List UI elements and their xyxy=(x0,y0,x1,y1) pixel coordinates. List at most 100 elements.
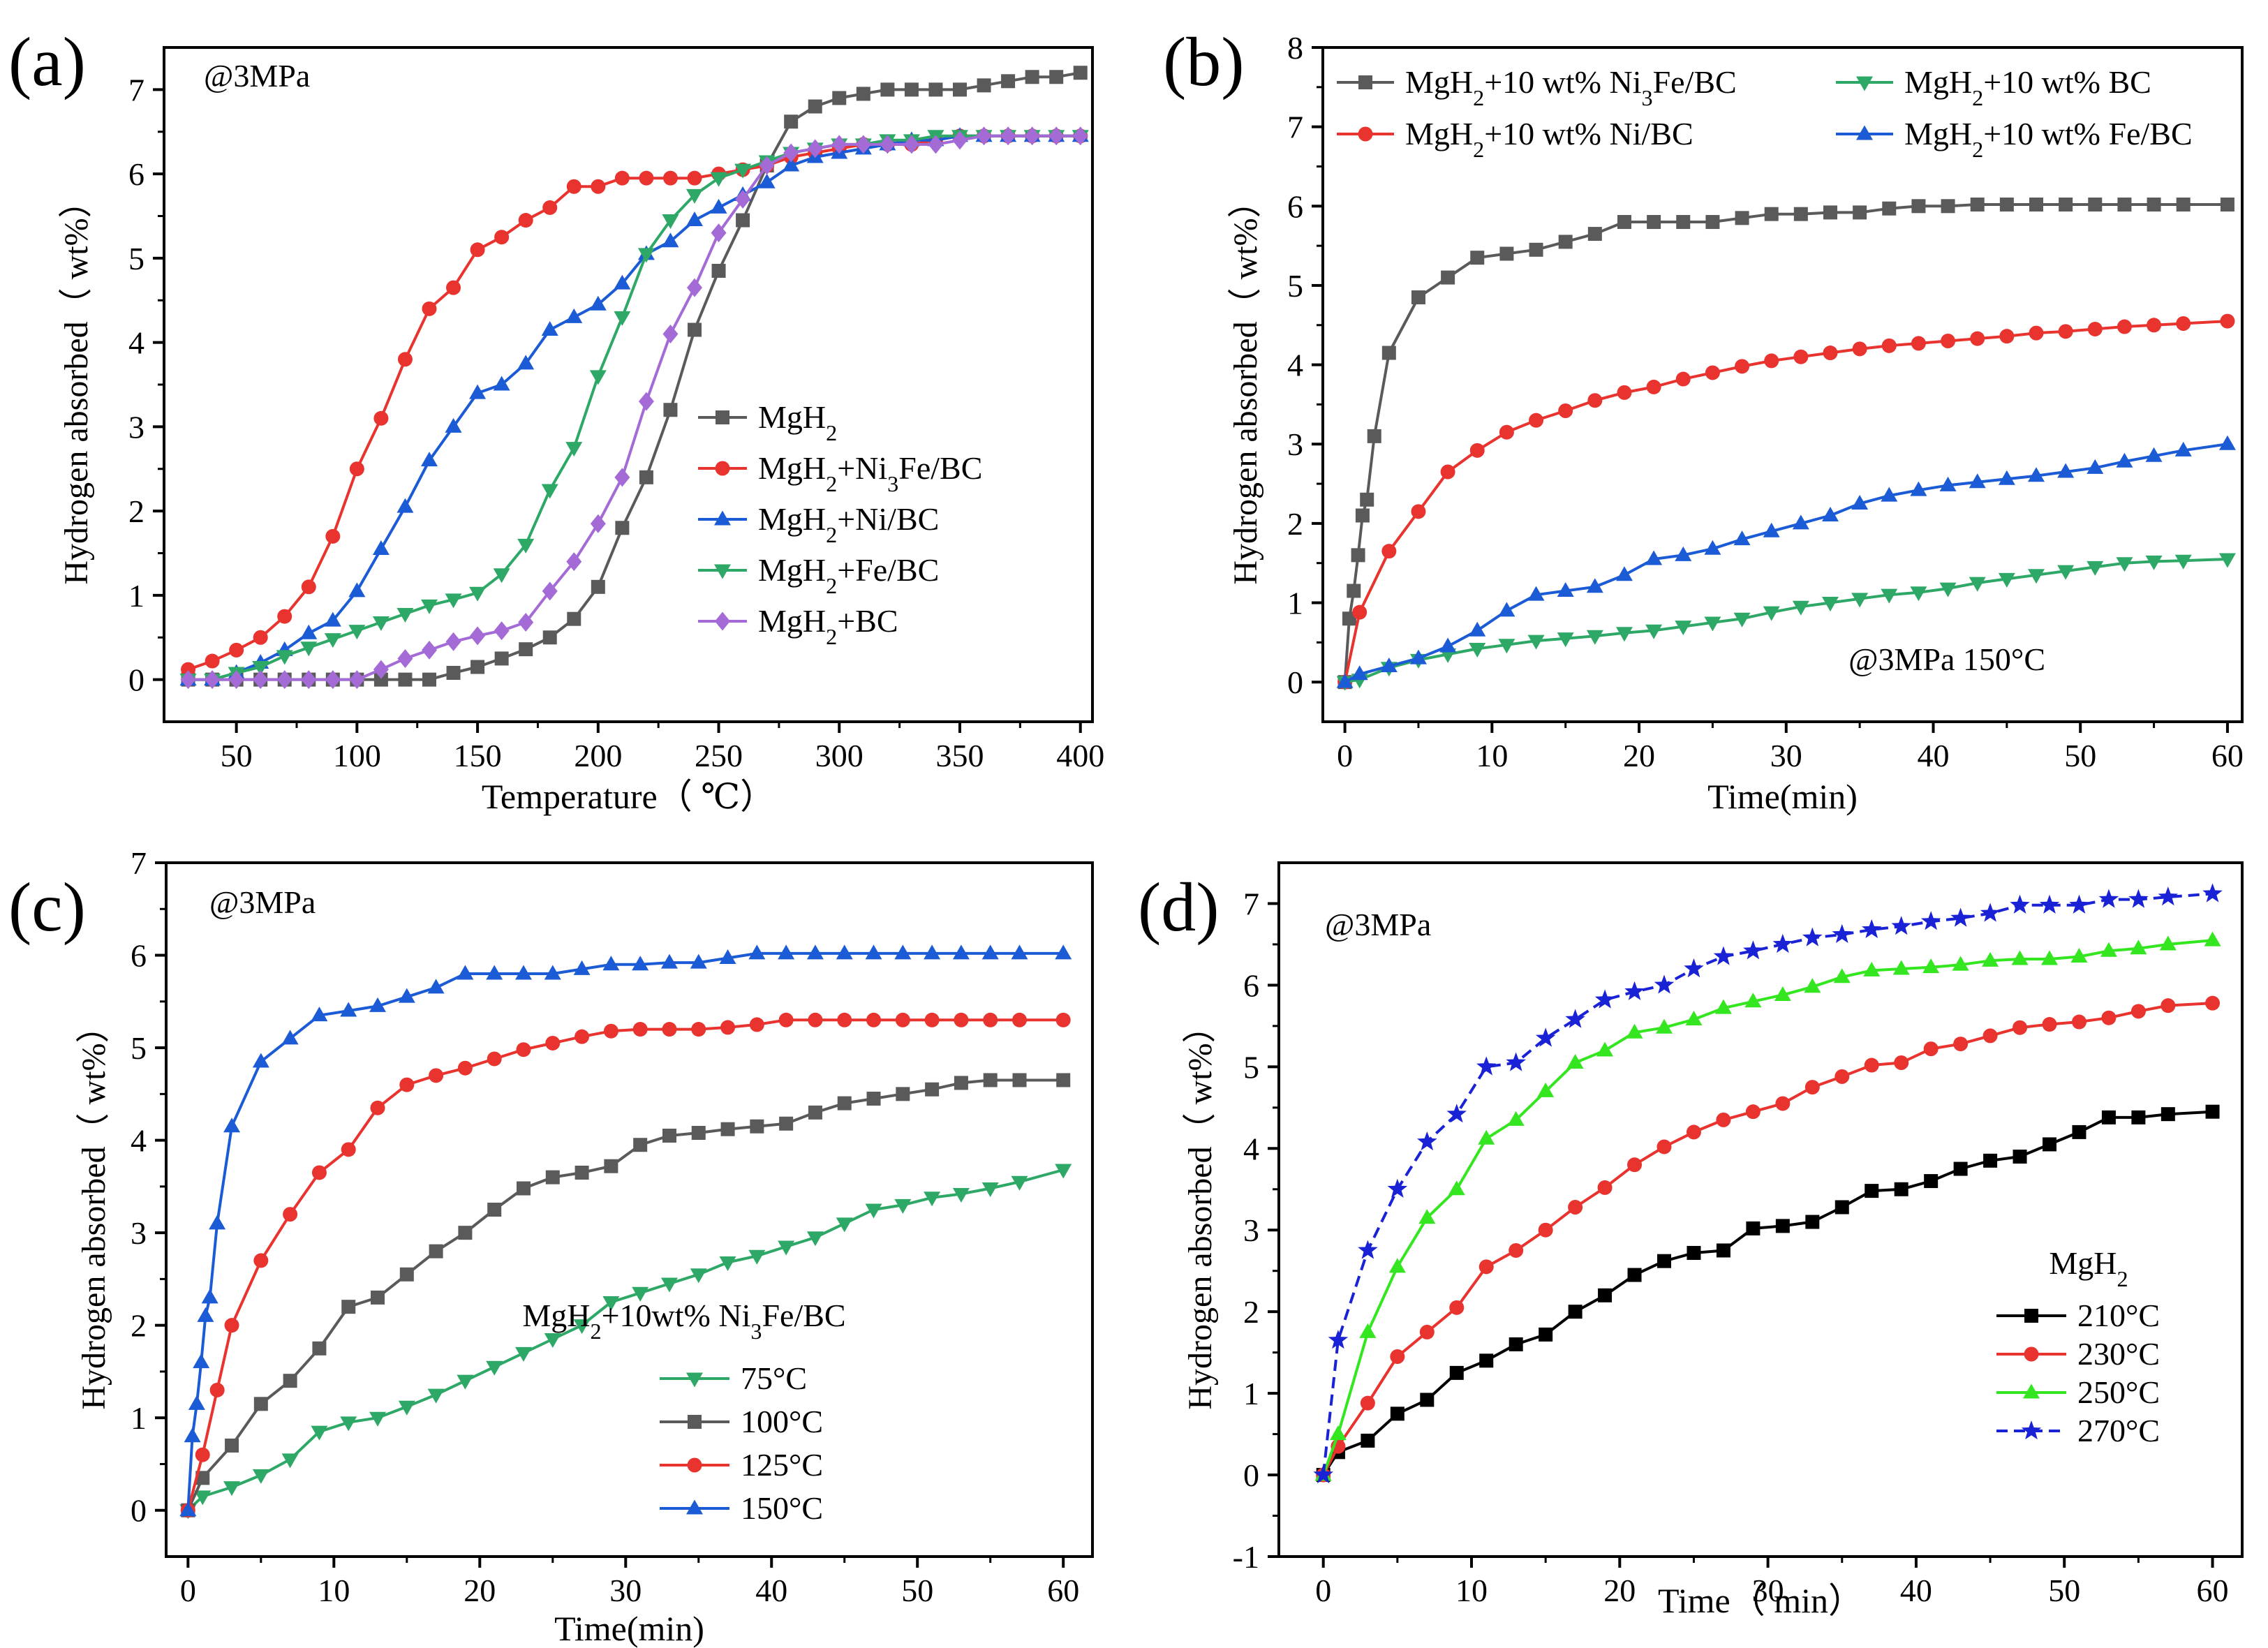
data-point xyxy=(398,1400,415,1416)
data-point xyxy=(894,1198,912,1214)
data-point xyxy=(2087,561,2104,576)
x-tick-label: 20 xyxy=(1603,1573,1636,1608)
data-point xyxy=(2220,198,2234,212)
data-point xyxy=(589,370,607,385)
data-point xyxy=(981,1182,999,1198)
data-point xyxy=(632,1022,648,1037)
data-point xyxy=(1469,621,1486,637)
data-point xyxy=(1409,649,1427,665)
data-point xyxy=(1713,946,1734,965)
data-point xyxy=(2174,554,2192,570)
legend-label: 210°C xyxy=(2077,1298,2160,1333)
data-point xyxy=(1891,916,1911,935)
data-point xyxy=(808,1012,823,1027)
data-point xyxy=(2205,1104,2220,1119)
condition-annotation: @3MPa 150°C xyxy=(1848,641,2045,677)
x-axis-label: Time（ min） xyxy=(1658,1581,1863,1620)
data-point xyxy=(1055,1164,1072,1179)
data-point xyxy=(193,1353,210,1369)
data-point xyxy=(662,170,678,186)
data-point xyxy=(1012,1012,1028,1027)
data-point xyxy=(1645,550,1663,565)
data-point xyxy=(1970,331,1985,346)
legend-title: MgH2 xyxy=(2049,1245,2128,1291)
data-point xyxy=(2145,555,2163,570)
legend-marker xyxy=(716,410,729,424)
data-point xyxy=(542,581,558,601)
data-point xyxy=(1347,584,1361,598)
data-point xyxy=(1420,1393,1435,1407)
series-100°C xyxy=(181,1073,1071,1517)
data-point xyxy=(1328,1330,1349,1349)
data-point xyxy=(1359,1323,1377,1338)
x-tick-label: 10 xyxy=(1455,1573,1488,1608)
series-MgH₂+Ni₃Fe/BC xyxy=(181,128,1088,677)
y-tick-label: 4 xyxy=(1243,1131,1259,1166)
data-point xyxy=(228,670,244,690)
data-point xyxy=(371,1290,385,1305)
data-point xyxy=(281,1030,299,1045)
x-tick-label: 400 xyxy=(1056,738,1104,773)
data-point xyxy=(1953,1161,1968,1176)
data-point xyxy=(1390,1349,1405,1364)
data-point xyxy=(1793,349,1809,364)
data-point xyxy=(421,599,438,614)
y-tick-label: 7 xyxy=(128,72,144,107)
data-point xyxy=(1835,1069,1850,1084)
data-point xyxy=(369,997,387,1012)
data-point xyxy=(325,528,341,544)
data-point xyxy=(734,163,752,179)
series-MgH₂+Fe/BC xyxy=(179,130,1089,689)
data-point xyxy=(759,156,775,175)
data-point xyxy=(399,1077,415,1092)
x-tick-label: 0 xyxy=(180,1573,196,1608)
data-point xyxy=(1351,548,1365,563)
data-point xyxy=(1355,508,1370,523)
data-point xyxy=(252,661,269,676)
data-point xyxy=(1509,1337,1523,1351)
data-point xyxy=(1360,492,1374,507)
data-point xyxy=(1499,424,1514,440)
data-point xyxy=(748,944,766,960)
y-tick-label: 3 xyxy=(1243,1212,1259,1248)
data-point xyxy=(1999,198,2014,212)
data-point xyxy=(925,1082,940,1097)
data-point xyxy=(2218,435,2236,450)
y-tick-label: 2 xyxy=(1243,1294,1259,1330)
data-point xyxy=(516,1042,531,1057)
data-point xyxy=(487,1203,502,1217)
data-point xyxy=(180,670,196,690)
data-point xyxy=(2042,1017,2057,1032)
data-point xyxy=(1419,1324,1435,1339)
legend-item: 270°C xyxy=(1996,1413,2160,1448)
plot-frame xyxy=(1277,861,2244,1558)
y-tick-label: 4 xyxy=(128,325,144,361)
y-tick-label: 4 xyxy=(1287,348,1303,383)
legend-label: MgH2+10 wt% Ni/BC xyxy=(1405,116,1693,162)
data-point xyxy=(445,593,462,609)
series-210°C xyxy=(1316,1104,2220,1483)
data-point xyxy=(1763,522,1780,537)
y-tick-label: 5 xyxy=(1243,1049,1259,1085)
legend-label: 270°C xyxy=(2077,1413,2160,1448)
data-point xyxy=(1072,126,1088,146)
data-point xyxy=(519,642,533,657)
series-270°C xyxy=(1313,883,2223,1484)
data-point xyxy=(1998,470,2015,485)
data-point xyxy=(1675,621,1692,636)
panel-d: 0 10 20 30 40 50 60 -1 0 1 2 3 4 5 6 7 Time（ min） Hydroge… xyxy=(1138,861,2244,1620)
data-point xyxy=(2220,313,2235,329)
x-tick-label: 0 xyxy=(1337,738,1353,773)
x-tick-label: 0 xyxy=(1315,1573,1331,1608)
data-point xyxy=(372,616,390,632)
data-point xyxy=(1852,341,1867,357)
data-point xyxy=(1686,1124,1701,1140)
data-point xyxy=(981,944,999,960)
data-point xyxy=(1774,986,1791,1001)
data-point xyxy=(1596,1041,1614,1057)
data-point xyxy=(2029,325,2044,341)
data-point xyxy=(2100,942,2117,957)
data-point xyxy=(1558,403,1573,419)
data-point xyxy=(1387,1178,1408,1198)
